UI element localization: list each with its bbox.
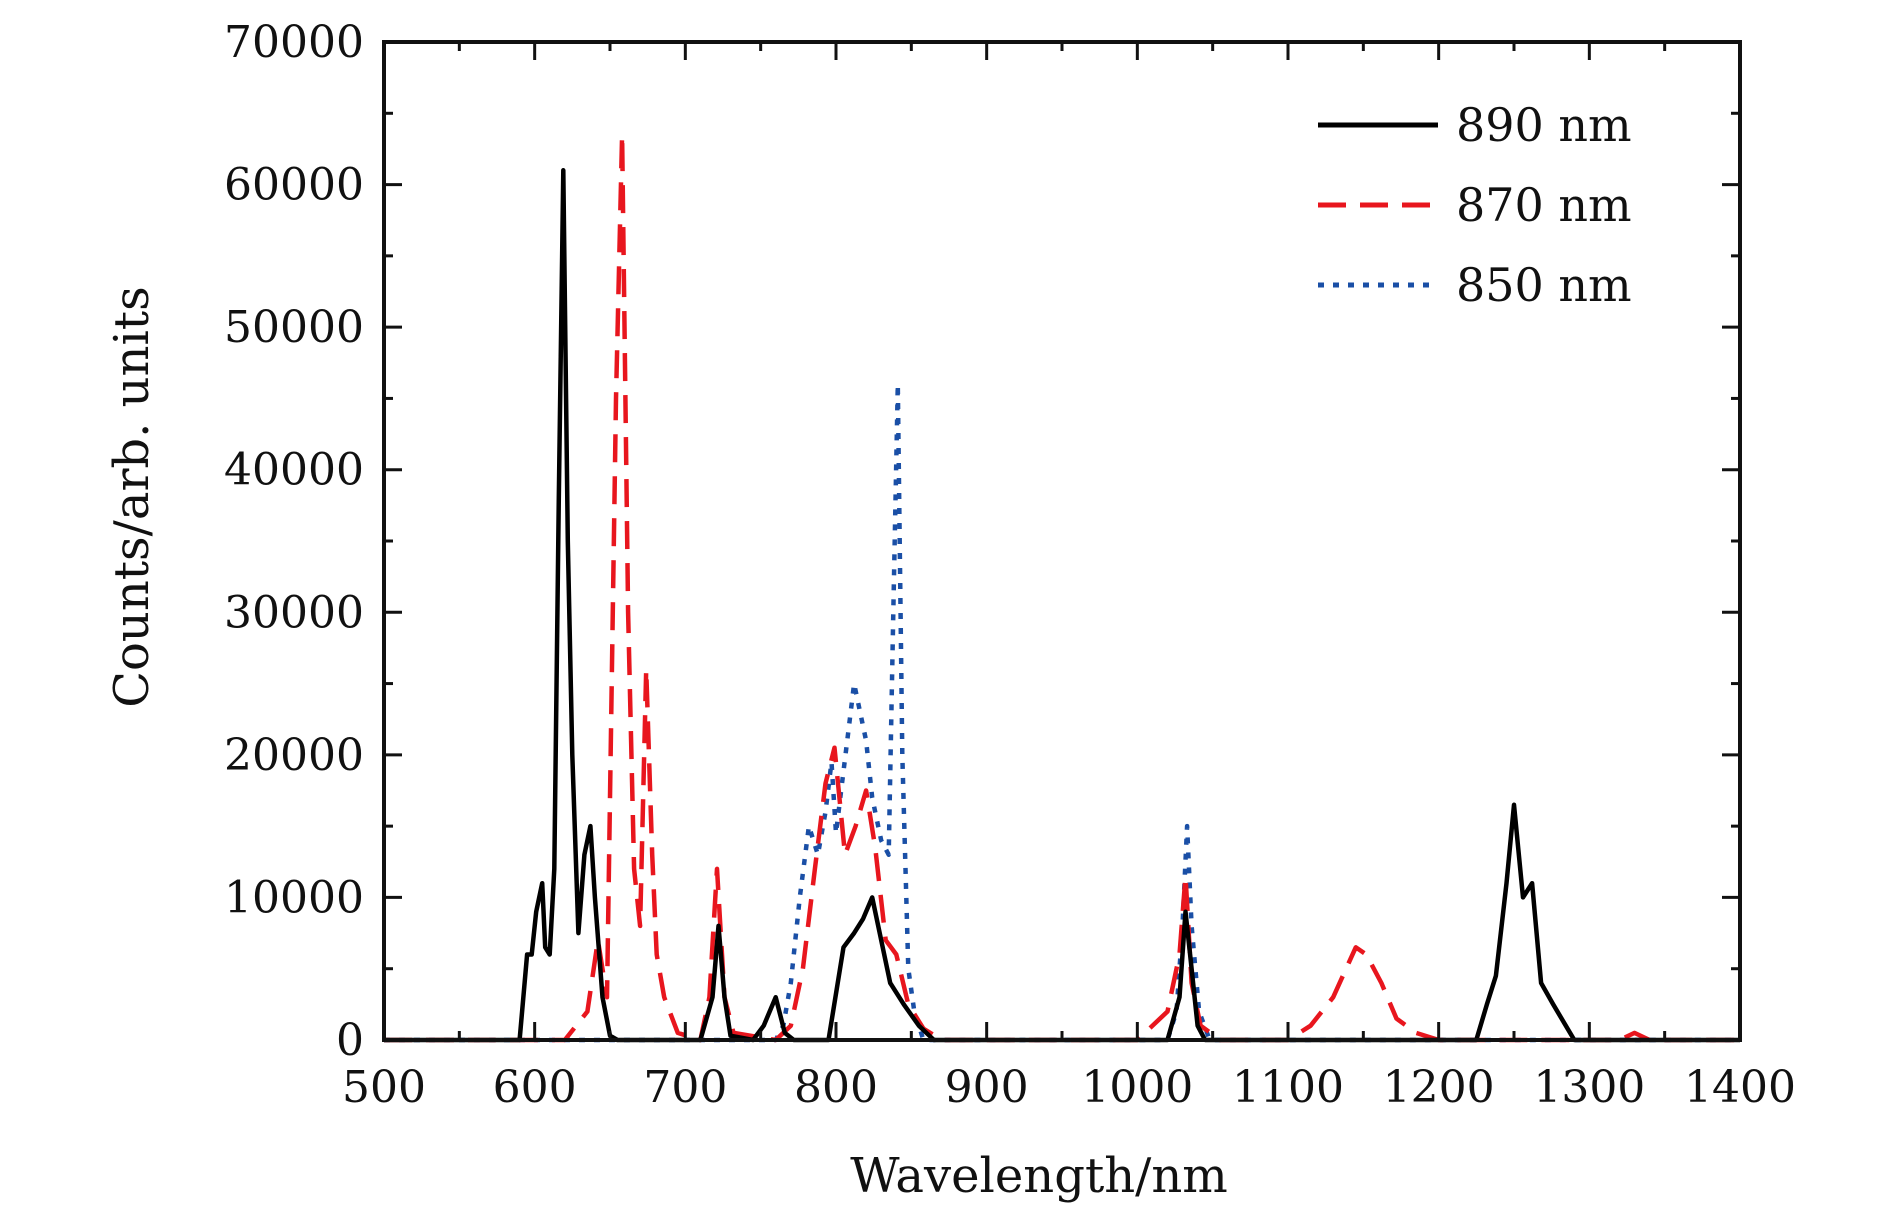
y-tick-label: 40000 xyxy=(224,445,364,496)
legend-label: 870 nm xyxy=(1456,178,1632,232)
y-tick-label: 10000 xyxy=(224,872,364,923)
x-tick-label: 700 xyxy=(643,1062,727,1113)
y-axis-title: Counts/arb. units xyxy=(104,286,160,707)
x-tick-label: 800 xyxy=(794,1062,878,1113)
x-tick-label: 1100 xyxy=(1232,1062,1344,1113)
y-tick-label: 60000 xyxy=(224,160,364,211)
x-axis-title: Wavelength/nm xyxy=(850,1148,1228,1204)
x-tick-label: 600 xyxy=(493,1062,577,1113)
ticks-layer: 500 600 700 800 900 1000 1100 1200 1300 1400 0 1000… xyxy=(224,17,1796,1113)
legend: 890 nm 870 nm 850 nm xyxy=(1318,98,1632,312)
y-tick-label: 50000 xyxy=(224,302,364,353)
x-tick-label: 1000 xyxy=(1081,1062,1193,1113)
series-line xyxy=(384,381,1740,1043)
series-line xyxy=(384,168,1740,1043)
series-line xyxy=(384,132,1740,1043)
y-tick-label: 70000 xyxy=(224,17,364,68)
legend-label: 850 nm xyxy=(1456,258,1632,312)
y-tick-label: 20000 xyxy=(224,730,364,781)
x-tick-label: 900 xyxy=(945,1062,1029,1113)
y-tick-label: 30000 xyxy=(224,587,364,638)
x-tick-label: 1200 xyxy=(1383,1062,1495,1113)
x-tick-label: 1300 xyxy=(1533,1062,1645,1113)
x-tick-label: 1400 xyxy=(1684,1062,1796,1113)
x-tick-label: 500 xyxy=(342,1062,426,1113)
series-layer xyxy=(384,132,1740,1043)
legend-label: 890 nm xyxy=(1456,98,1632,152)
y-tick-label: 0 xyxy=(336,1015,364,1066)
